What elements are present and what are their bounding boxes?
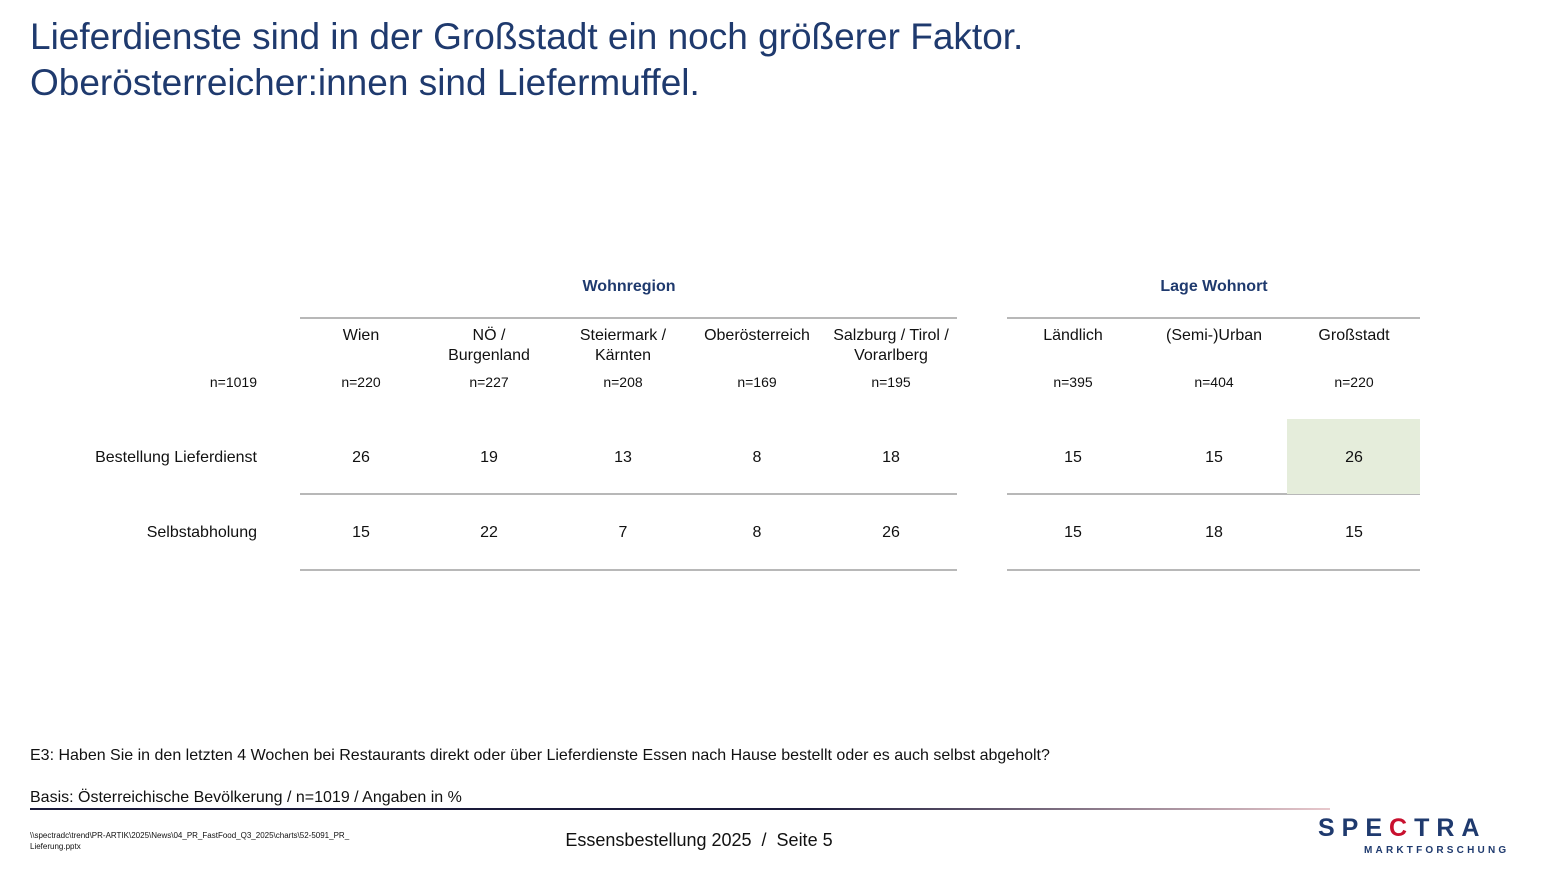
table-cell: 13 — [614, 449, 632, 466]
table-cell: 22 — [480, 524, 498, 541]
column-n: n=404 — [1194, 374, 1234, 390]
basis-text: Basis: Österreichische Bevölkerung / n=1… — [30, 789, 462, 806]
divider — [1007, 317, 1420, 319]
divider — [300, 569, 957, 571]
table-cell: 15 — [1064, 524, 1082, 541]
table-cell: 19 — [480, 449, 498, 466]
divider — [1007, 493, 1420, 495]
footer-page: Essensbestellung 2025 / Seite 5 — [565, 830, 833, 850]
row-label: Bestellung Lieferdienst — [95, 449, 257, 466]
spectra-logo: SPECTRA MARKTFORSCHUNG — [1318, 814, 1510, 856]
column-header: NÖ / Burgenland — [448, 327, 530, 364]
table-cell: 26 — [1345, 449, 1363, 466]
table-cell: 8 — [752, 449, 762, 466]
column-n: n=208 — [603, 374, 643, 390]
page-title: Lieferdienste sind in der Großstadt ein … — [30, 14, 1023, 106]
table-cell: 15 — [1064, 449, 1082, 466]
column-header: Großstadt — [1318, 327, 1390, 344]
table-cell: 18 — [1205, 524, 1223, 541]
column-header: Ländlich — [1043, 327, 1103, 344]
table-cell: 15 — [1205, 449, 1223, 466]
file-path: \\spectradc\trend\PR-ARTIK\2025\News\04_… — [30, 831, 350, 851]
question-text: E3: Haben Sie in den letzten 4 Wochen be… — [30, 747, 1050, 764]
table-cell: 15 — [352, 524, 370, 541]
column-n: n=395 — [1053, 374, 1093, 390]
footer-rule — [30, 808, 1330, 810]
divider — [300, 317, 957, 319]
column-n: n=227 — [469, 374, 509, 390]
divider — [300, 493, 957, 495]
column-header: Steiermark / Kärnten — [579, 327, 667, 364]
column-header: Wien — [342, 327, 380, 344]
highlight-cell — [1287, 419, 1420, 494]
table-cell: 26 — [352, 449, 370, 466]
column-header: (Semi-)Urban — [1165, 327, 1263, 344]
table-cell: 7 — [618, 524, 628, 541]
column-header: Oberösterreich — [704, 327, 810, 344]
group-header-lage-wohnort: Lage Wohnort — [1160, 278, 1268, 295]
column-n: n=220 — [341, 374, 381, 390]
divider — [1007, 569, 1420, 571]
title-line-2: Oberösterreicher:innen sind Liefermuffel… — [30, 62, 700, 103]
group-header-wohnregion: Wohnregion — [582, 278, 676, 295]
title-line-1: Lieferdienste sind in der Großstadt ein … — [30, 16, 1024, 57]
column-header: Salzburg / Tirol / Vorarlberg — [833, 327, 949, 364]
column-n: n=169 — [737, 374, 777, 390]
table-cell: 26 — [882, 524, 900, 541]
table-cell: 18 — [882, 449, 900, 466]
table-cell: 15 — [1345, 524, 1363, 541]
table-cell: 8 — [752, 524, 762, 541]
row-label: Selbstabholung — [146, 524, 257, 541]
total-n: n=1019 — [209, 374, 257, 390]
column-n: n=220 — [1334, 374, 1374, 390]
column-n: n=195 — [871, 374, 911, 390]
